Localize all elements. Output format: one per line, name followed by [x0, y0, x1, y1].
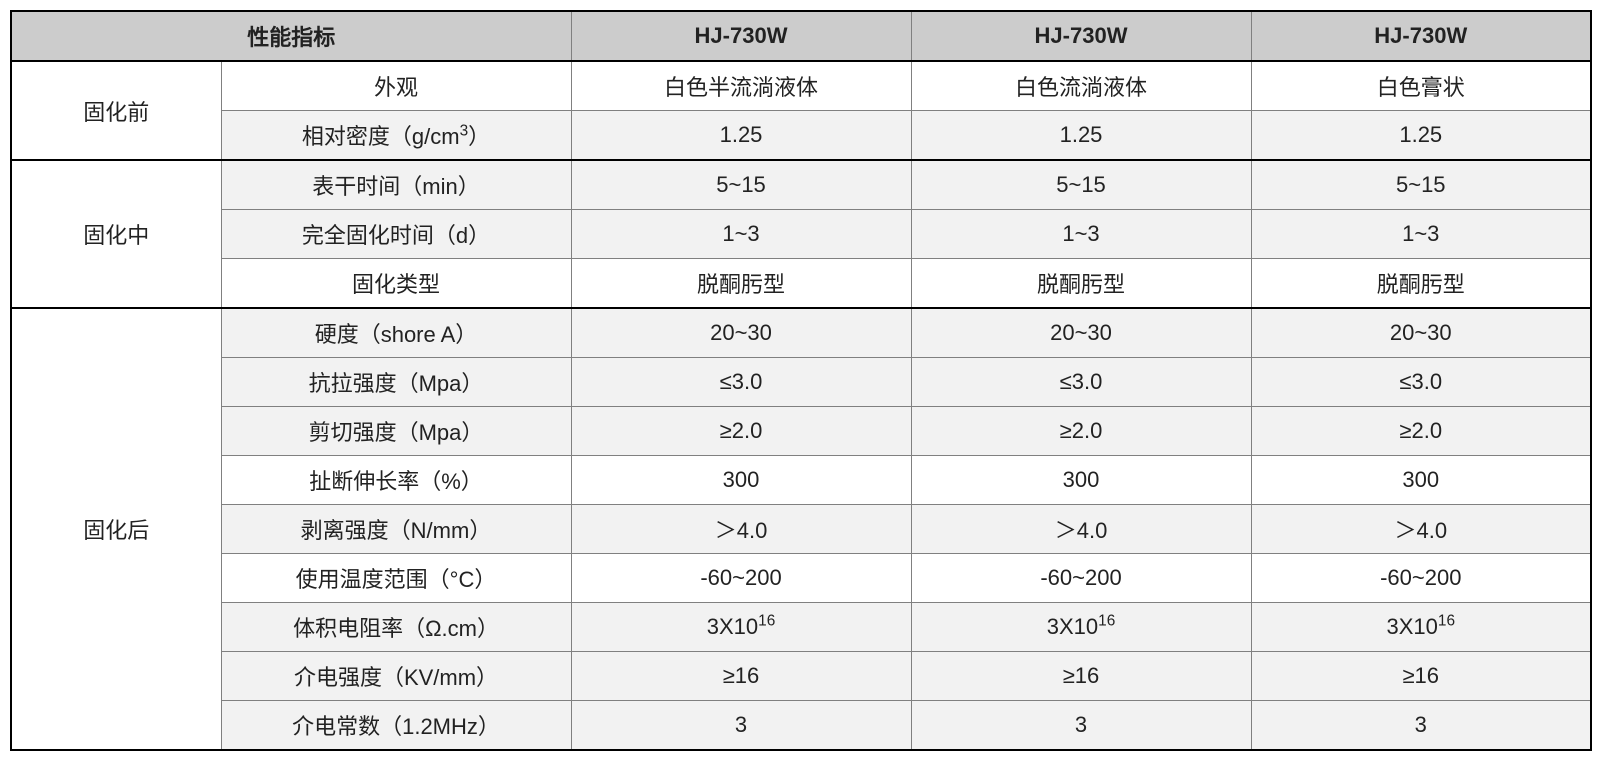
value-cell: 5~15: [911, 160, 1251, 210]
header-col: HJ-730W: [1251, 11, 1591, 61]
property-cell: 介电强度（KV/mm）: [221, 652, 571, 701]
property-cell: 剪切强度（Mpa）: [221, 407, 571, 456]
property-cell: 使用温度范围（°C）: [221, 554, 571, 603]
property-cell: 外观: [221, 61, 571, 111]
property-cell: 抗拉强度（Mpa）: [221, 358, 571, 407]
value-cell: 3X1016: [911, 603, 1251, 652]
value-cell: 白色半流淌液体: [571, 61, 911, 111]
value-cell: ＞4.0: [911, 505, 1251, 554]
value-cell: ≥2.0: [911, 407, 1251, 456]
value-cell: 3: [1251, 701, 1591, 751]
value-cell: 300: [571, 456, 911, 505]
group-title: 固化后: [11, 308, 221, 750]
value-cell: ≤3.0: [911, 358, 1251, 407]
value-cell: ≥2.0: [1251, 407, 1591, 456]
property-cell: 剥离强度（N/mm）: [221, 505, 571, 554]
property-cell: 体积电阻率（Ω.cm）: [221, 603, 571, 652]
value-cell: 3X1016: [1251, 603, 1591, 652]
value-cell: ＞4.0: [1251, 505, 1591, 554]
value-cell: 1~3: [571, 210, 911, 259]
property-cell: 完全固化时间（d）: [221, 210, 571, 259]
value-cell: 白色流淌液体: [911, 61, 1251, 111]
value-cell: 300: [911, 456, 1251, 505]
property-cell: 硬度（shore A）: [221, 308, 571, 358]
value-cell: 3: [571, 701, 911, 751]
spec-table: 性能指标HJ-730WHJ-730WHJ-730W固化前外观白色半流淌液体白色流…: [10, 10, 1592, 751]
property-cell: 介电常数（1.2MHz）: [221, 701, 571, 751]
value-cell: 20~30: [1251, 308, 1591, 358]
header-col: HJ-730W: [911, 11, 1251, 61]
value-cell: ＞4.0: [571, 505, 911, 554]
group-title: 固化中: [11, 160, 221, 308]
property-cell: 表干时间（min）: [221, 160, 571, 210]
value-cell: ≥2.0: [571, 407, 911, 456]
value-cell: 5~15: [571, 160, 911, 210]
header-col: HJ-730W: [571, 11, 911, 61]
value-cell: -60~200: [911, 554, 1251, 603]
value-cell: 脱酮肟型: [911, 259, 1251, 309]
value-cell: 3: [911, 701, 1251, 751]
value-cell: 1~3: [1251, 210, 1591, 259]
value-cell: 5~15: [1251, 160, 1591, 210]
value-cell: 脱酮肟型: [571, 259, 911, 309]
value-cell: 20~30: [571, 308, 911, 358]
value-cell: ≤3.0: [571, 358, 911, 407]
property-cell: 固化类型: [221, 259, 571, 309]
value-cell: 白色膏状: [1251, 61, 1591, 111]
value-cell: 1.25: [1251, 111, 1591, 161]
property-cell: 扯断伸长率（%）: [221, 456, 571, 505]
value-cell: ≥16: [571, 652, 911, 701]
value-cell: 1.25: [911, 111, 1251, 161]
value-cell: 3X1016: [571, 603, 911, 652]
value-cell: 1.25: [571, 111, 911, 161]
value-cell: ≥16: [911, 652, 1251, 701]
header-label: 性能指标: [11, 11, 571, 61]
value-cell: ≤3.0: [1251, 358, 1591, 407]
value-cell: ≥16: [1251, 652, 1591, 701]
value-cell: 1~3: [911, 210, 1251, 259]
group-title: 固化前: [11, 61, 221, 160]
property-cell: 相对密度（g/cm3）: [221, 111, 571, 161]
value-cell: -60~200: [1251, 554, 1591, 603]
value-cell: 脱酮肟型: [1251, 259, 1591, 309]
value-cell: -60~200: [571, 554, 911, 603]
value-cell: 20~30: [911, 308, 1251, 358]
value-cell: 300: [1251, 456, 1591, 505]
